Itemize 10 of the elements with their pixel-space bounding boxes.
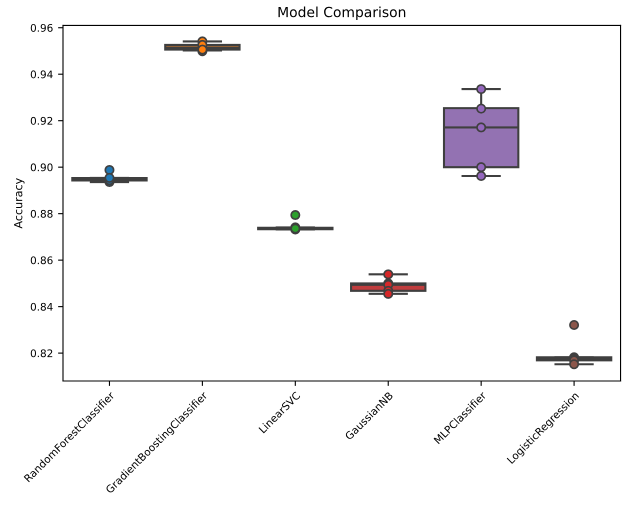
y-tick-label: 0.84 xyxy=(30,302,53,311)
y-axis-title: Accuracy xyxy=(14,178,25,228)
y-tick-label: 0.86 xyxy=(30,256,53,264)
y-tick-label: 0.96 xyxy=(30,24,53,32)
chart-title: Model Comparison xyxy=(278,6,406,20)
y-tick-label: 0.82 xyxy=(30,349,52,358)
y-tick-label: 0.88 xyxy=(30,210,53,218)
y-tick-label: 0.90 xyxy=(30,163,53,172)
y-tick-label: 0.94 xyxy=(30,70,53,78)
y-tick-label: 0.92 xyxy=(30,116,52,125)
